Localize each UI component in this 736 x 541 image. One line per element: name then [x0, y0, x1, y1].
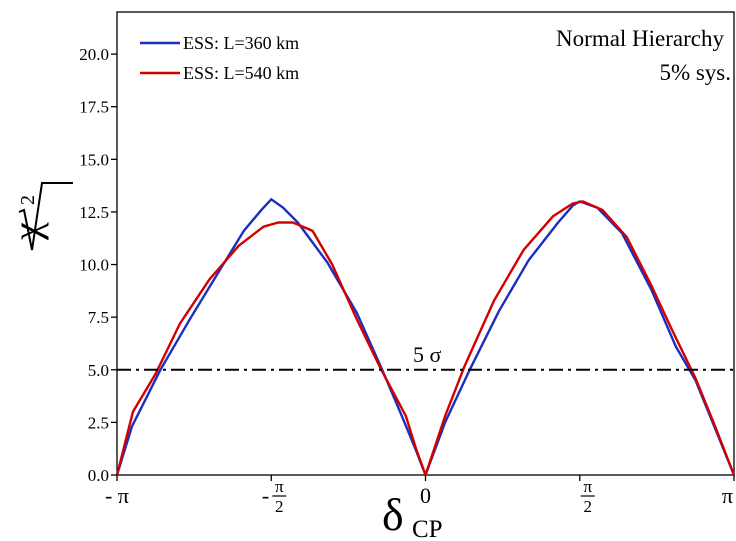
x-tick-label: π2	[580, 477, 595, 516]
y-tick-label: 5.0	[88, 361, 109, 380]
series-line-1	[115, 198, 736, 477]
x-tick-label: - π	[105, 483, 129, 508]
legend-label-series-2: ESS: L=540 km	[183, 63, 299, 83]
legend-label-series-1: ESS: L=360 km	[183, 33, 299, 53]
x-tick-label: - π2	[262, 477, 287, 516]
x-axis-title-sub: CP	[412, 516, 443, 541]
series-line-2	[115, 200, 736, 477]
y-tick-label: 17.5	[79, 98, 109, 117]
x-tick-label-numerator: π	[275, 477, 284, 496]
y-axis-label: χ 2	[4, 182, 73, 251]
y-tick-label: 20.0	[79, 45, 109, 64]
x-tick-label-numerator: π	[583, 477, 592, 496]
y-tick-label: 2.5	[88, 413, 109, 432]
x-tick-label: π	[722, 483, 733, 508]
y-axis-title: χ	[4, 222, 49, 241]
y-axis: 0.0 2.5 5.0 7.5 10.0 12.5 15.0 17.5 20.0	[79, 45, 117, 485]
threshold-label: 5 σ	[413, 342, 442, 367]
x-axis-title: δ	[382, 489, 404, 540]
y-tick-label: 7.5	[88, 308, 109, 327]
x-axis-label: δ CP	[382, 489, 443, 541]
x-tick-label: 0	[420, 483, 431, 508]
y-axis-title-sup: 2	[17, 195, 39, 205]
y-tick-label: 10.0	[79, 256, 109, 275]
x-tick-label-denominator: 2	[584, 497, 593, 516]
annotation-systematics: 5% sys.	[659, 60, 731, 85]
y-tick-label: 12.5	[79, 203, 109, 222]
series-layer	[115, 198, 736, 477]
annotation-hierarchy: Normal Hierarchy	[556, 26, 724, 51]
y-tick-label: 0.0	[88, 466, 109, 485]
y-tick-label: 15.0	[79, 150, 109, 169]
legend: ESS: L=360 km ESS: L=540 km	[140, 33, 299, 83]
x-tick-label-denominator: 2	[275, 497, 284, 516]
sqrt-sign	[18, 182, 73, 251]
x-axis: - π- π2 0 π2 π	[105, 475, 735, 516]
x-tick-label-prefix: -	[262, 483, 269, 508]
